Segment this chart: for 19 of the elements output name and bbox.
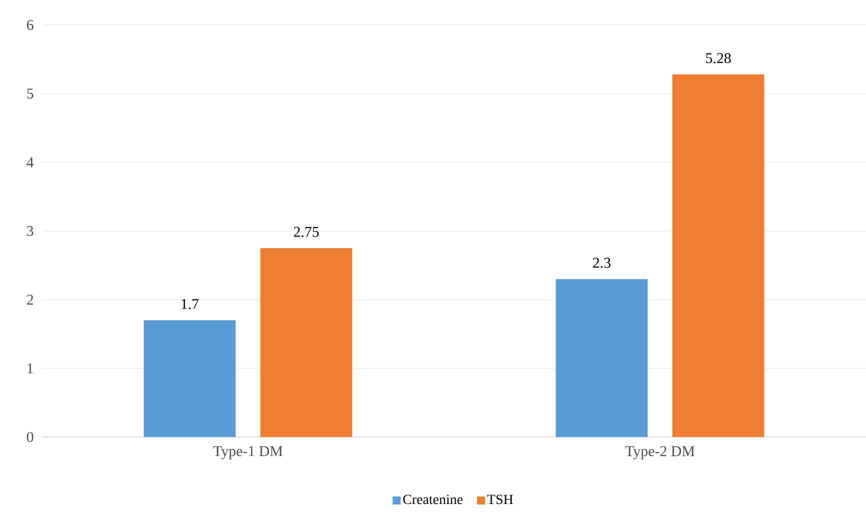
x-tick-label: Type-2 DM (625, 446, 695, 460)
y-tick-label: 2 (27, 294, 33, 305)
y-tick-label: 3 (27, 226, 34, 236)
y-tick-label: 5 (27, 88, 34, 99)
y-tick-label: 0 (26, 432, 34, 442)
x-tick-label: Type-1 DM (213, 446, 283, 460)
data-label: 2.75 (294, 226, 319, 237)
y-tick-label: 6 (26, 20, 34, 30)
bar (144, 320, 236, 437)
data-label: 2.3 (593, 258, 610, 268)
legend-label: Createnine (403, 494, 463, 504)
bar (672, 74, 764, 437)
legend-label: TSH (487, 494, 513, 504)
data-label: 5.28 (706, 53, 731, 64)
bar (556, 279, 648, 437)
y-tick-label: 1 (28, 363, 33, 374)
data-label: 1.7 (182, 299, 199, 310)
y-tick-label: 4 (26, 157, 34, 168)
bar (260, 248, 352, 437)
